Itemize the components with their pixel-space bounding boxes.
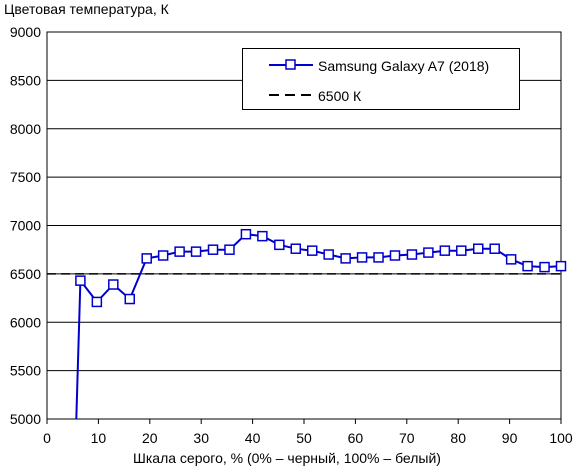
data-point: [423, 247, 434, 258]
data-point: [505, 254, 517, 265]
x-tick-label: 90: [502, 430, 518, 446]
legend-line-marker-icon: [269, 59, 313, 70]
data-point: [190, 246, 202, 257]
x-axis-label: Шкала серого, % (0% – черный, 100% – бел…: [133, 450, 441, 466]
legend-dashed-line-icon: [269, 94, 313, 96]
y-tick-label: 6500: [10, 266, 41, 282]
data-point: [174, 246, 185, 257]
y-tick-label: 7000: [10, 218, 41, 234]
data-point: [207, 244, 219, 255]
data-point: [157, 250, 169, 261]
data-point: [522, 260, 533, 272]
data-point: [306, 245, 318, 256]
data-point: [356, 252, 368, 263]
data-point: [224, 244, 235, 255]
data-point: [75, 275, 86, 286]
data-point: [373, 252, 384, 263]
legend-item-series: Samsung Galaxy A7 (2018): [243, 56, 519, 76]
y-tick-label: 8500: [10, 72, 41, 88]
x-tick-label: 80: [450, 430, 466, 446]
plot-area: [47, 228, 567, 420]
legend-reference-label: 6500 К: [318, 88, 362, 104]
data-point: [389, 250, 401, 261]
data-point: [472, 243, 484, 254]
y-tick-label: 9000: [10, 24, 41, 40]
data-point: [108, 279, 119, 290]
data-point: [456, 245, 467, 256]
data-point: [290, 243, 302, 254]
y-tick-labels: 5000 5500 6000 6500 7000 7500 8000 8500 9000: [10, 24, 41, 427]
data-point: [141, 253, 152, 264]
grid: [46, 31, 562, 424]
y-tick-label: 5500: [10, 363, 41, 379]
legend-item-reference: 6500 К: [243, 86, 519, 106]
x-tick-labels: 0 10 20 30 40 50 60 70 80 90 100: [43, 430, 573, 446]
data-point: [340, 253, 351, 264]
x-tick-label: 60: [348, 430, 364, 446]
data-point: [274, 239, 285, 251]
y-tick-label: 8000: [10, 121, 41, 137]
legend-series-label: Samsung Galaxy A7 (2018): [318, 58, 490, 74]
y-tick-label: 7500: [10, 169, 41, 185]
x-tick-label: 40: [245, 430, 261, 446]
data-point: [257, 230, 268, 242]
data-point: [539, 261, 550, 273]
x-tick-label: 70: [399, 430, 415, 446]
data-point: [439, 245, 451, 256]
x-tick-label: 0: [43, 430, 51, 446]
data-point: [323, 249, 334, 260]
x-tick-label: 100: [549, 430, 573, 446]
data-point: [124, 293, 136, 305]
y-tick-label: 5000: [10, 411, 41, 427]
x-tick-label: 50: [296, 430, 312, 446]
data-point: [406, 249, 418, 260]
x-tick-label: 10: [91, 430, 107, 446]
data-point: [91, 296, 103, 308]
x-tick-label: 30: [193, 430, 209, 446]
y-axis-label: Цветовая температура, К: [4, 1, 169, 17]
data-point: [489, 243, 500, 254]
data-point: [555, 260, 567, 272]
data-point: [240, 228, 252, 240]
legend: Samsung Galaxy A7 (2018) 6500 К: [242, 48, 520, 110]
x-tick-label: 20: [142, 430, 158, 446]
y-tick-label: 6000: [10, 314, 41, 330]
